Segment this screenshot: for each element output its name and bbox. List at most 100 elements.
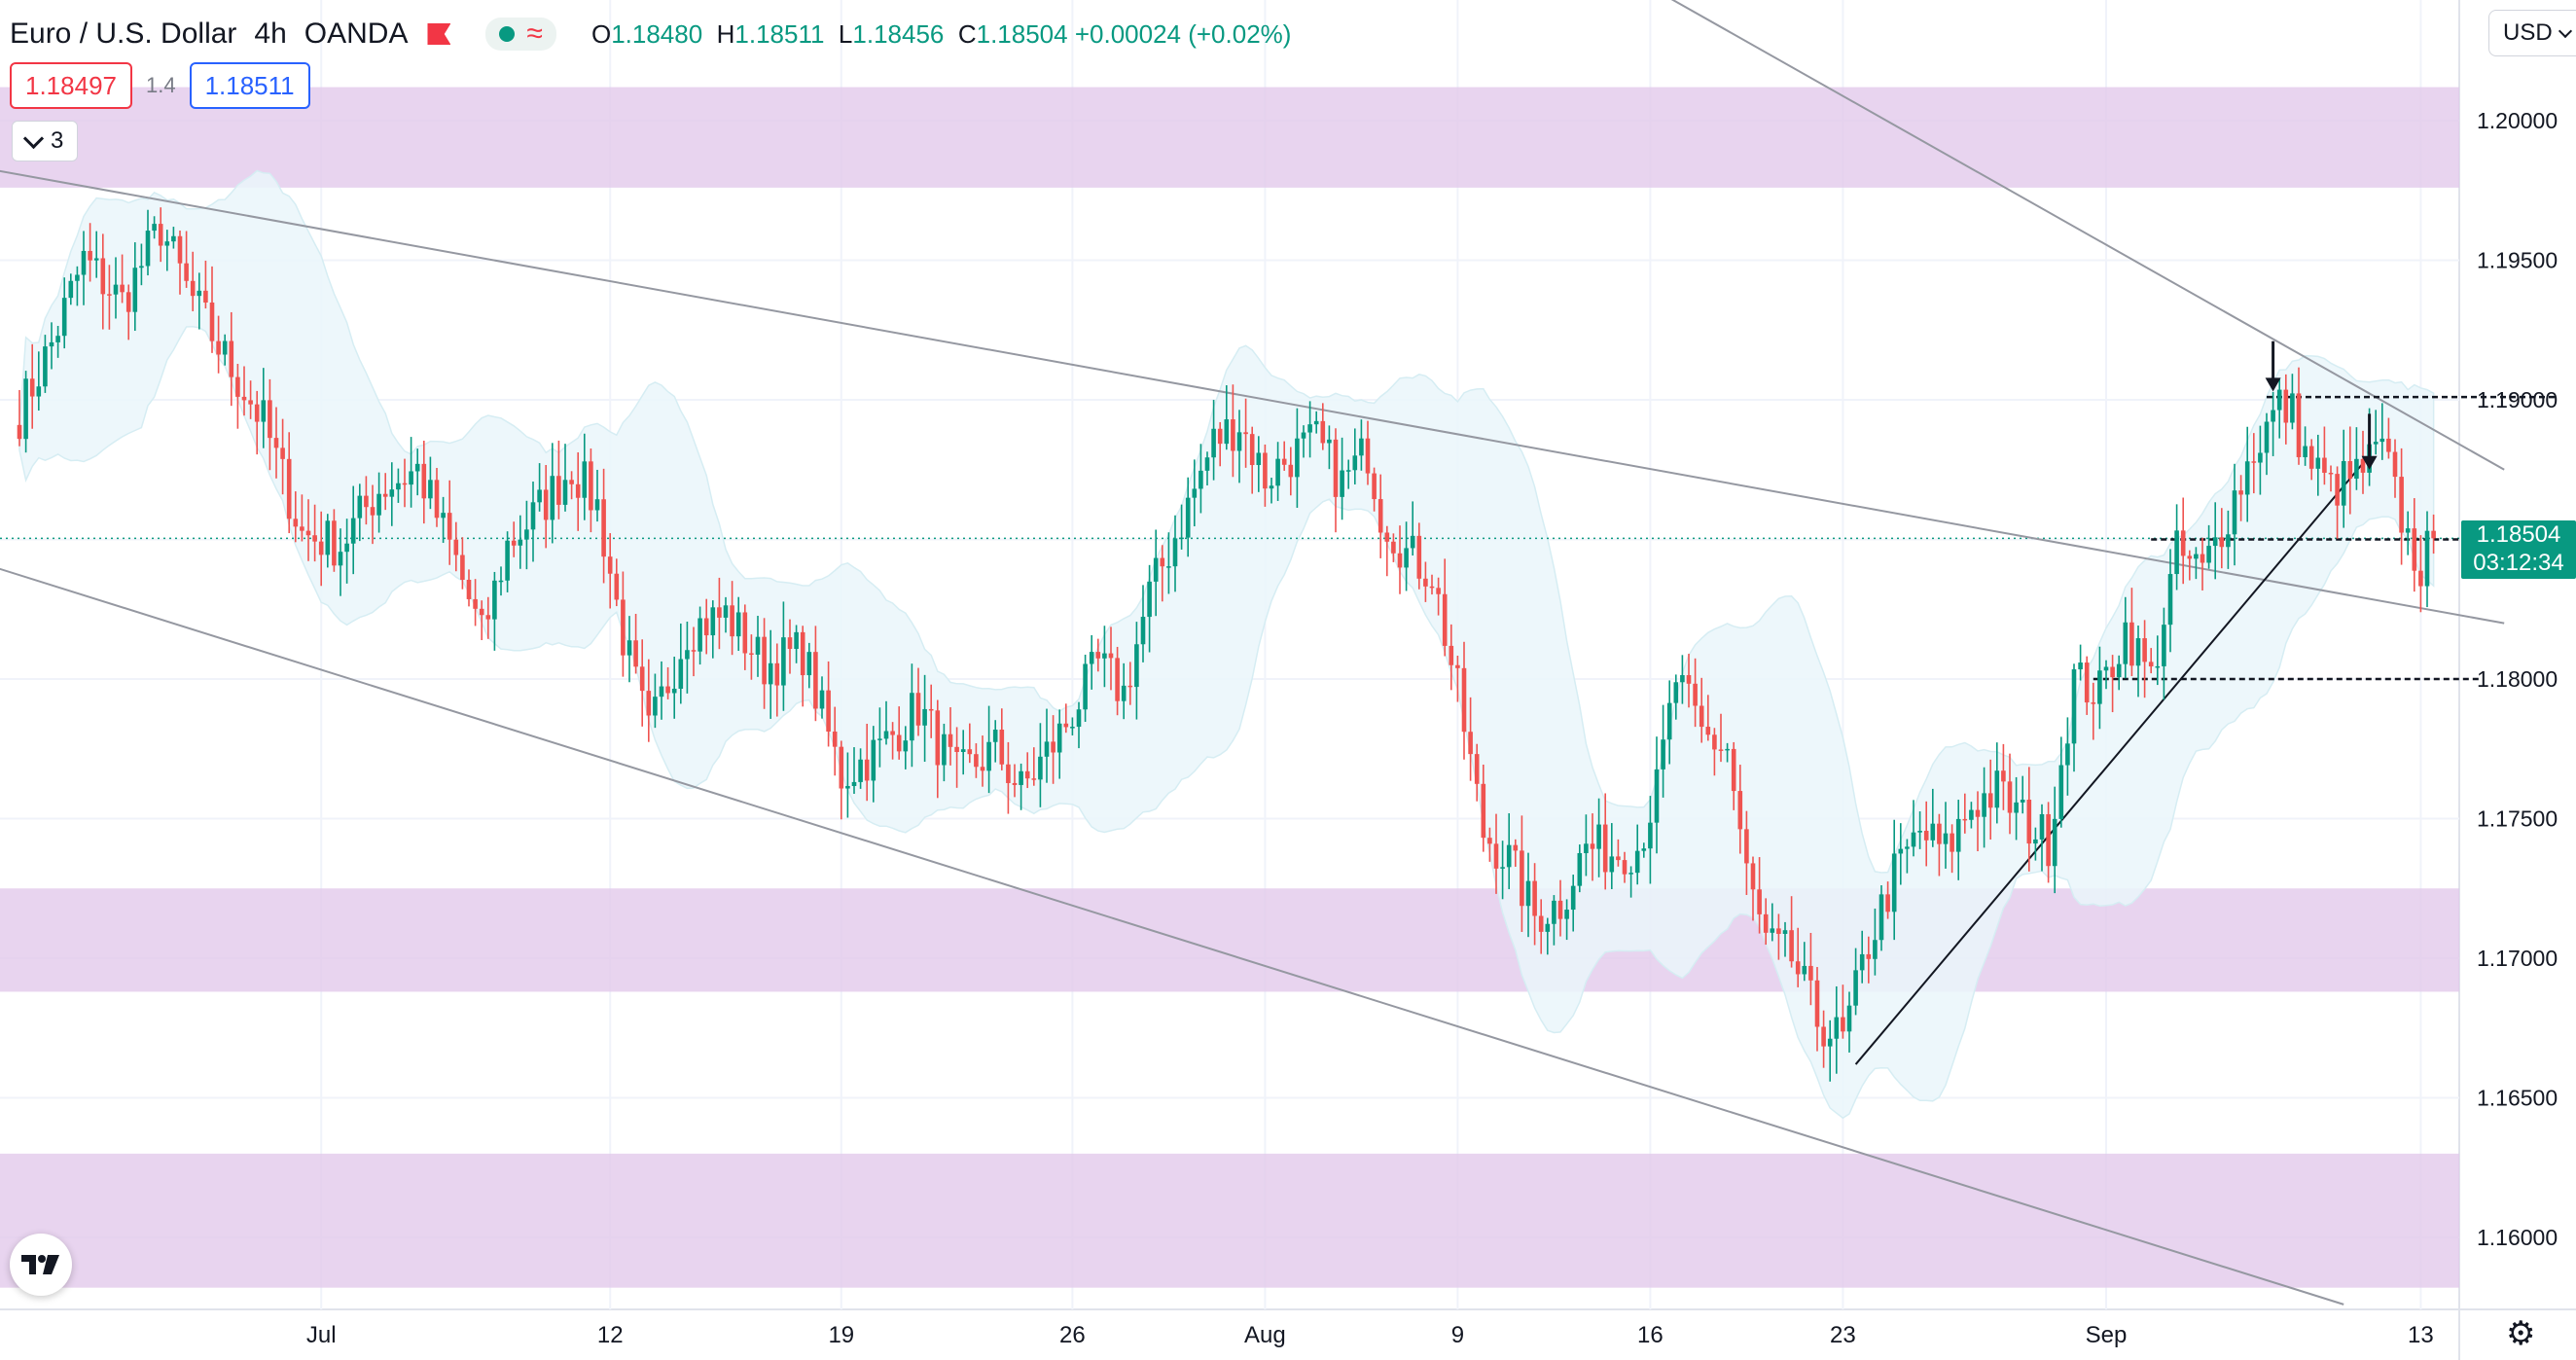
- candle-body: [575, 483, 581, 498]
- y-axis-labels: 1.200001.195001.190001.185001.180001.175…: [2477, 108, 2558, 1250]
- candle-body: [1102, 653, 1107, 659]
- candle-body: [2258, 452, 2263, 463]
- candle-body: [152, 224, 157, 232]
- candle-body: [43, 346, 48, 387]
- candle-body: [1269, 485, 1274, 489]
- high-value: 1.18511: [734, 18, 825, 49]
- candle-body: [787, 637, 793, 650]
- candle-body: [1108, 653, 1114, 659]
- candle-body: [1199, 470, 1203, 489]
- candle-body: [460, 555, 465, 580]
- arrow-head: [2265, 377, 2281, 392]
- candle-body: [139, 266, 144, 268]
- candle-body: [428, 480, 433, 499]
- candle-body: [2084, 662, 2090, 703]
- candle-body: [1827, 1038, 1833, 1047]
- market-status[interactable]: ≈: [485, 18, 556, 51]
- candle-body: [1345, 470, 1351, 472]
- candle-body: [774, 662, 780, 686]
- candle-body: [671, 688, 677, 694]
- x-tick-label: 9: [1451, 1322, 1464, 1348]
- timeframe-label[interactable]: 4h: [254, 18, 287, 50]
- candle-body: [357, 495, 363, 519]
- candle-body: [261, 400, 267, 422]
- candle-body: [1031, 778, 1037, 780]
- candle-body: [1089, 652, 1094, 664]
- candle-body: [639, 666, 645, 692]
- candle-body: [633, 640, 638, 667]
- candle-body: [2007, 781, 2013, 813]
- candle-body: [1975, 809, 1981, 817]
- candle-body: [1898, 848, 1904, 854]
- candle-body: [17, 424, 22, 440]
- gear-icon[interactable]: ⚙: [2506, 1315, 2536, 1352]
- candle-body: [1019, 770, 1023, 785]
- sell-button[interactable]: 1.18497: [10, 62, 132, 109]
- candle-body: [1076, 709, 1082, 728]
- candle-body: [158, 224, 163, 246]
- candle-body: [441, 513, 446, 519]
- chevron-down-icon: [22, 127, 45, 149]
- trade-buttons: 1.18497 1.4 1.18511: [10, 62, 310, 109]
- candle-body: [197, 290, 202, 297]
- open-label: O: [590, 18, 612, 49]
- candle-body: [935, 710, 941, 766]
- candle-body: [23, 378, 28, 440]
- indicators-toggle[interactable]: 3: [12, 121, 79, 161]
- candle-body: [1474, 754, 1480, 784]
- candle-body: [1140, 617, 1146, 645]
- candle-body: [1570, 885, 1576, 911]
- candle-body: [1866, 953, 1872, 959]
- currency-button[interactable]: USD: [2488, 10, 2576, 56]
- candle-body: [851, 781, 857, 786]
- candle-body: [1693, 683, 1698, 706]
- buy-button[interactable]: 1.18511: [189, 62, 310, 109]
- candle-body: [1673, 682, 1679, 703]
- candle-body: [1628, 873, 1633, 875]
- candle-body: [2194, 554, 2199, 559]
- candle-body: [1616, 856, 1621, 861]
- candle-body: [2226, 534, 2231, 548]
- tradingview-logo-icon[interactable]: [10, 1234, 72, 1296]
- candle-body: [1333, 439, 1339, 497]
- candle-body: [1416, 535, 1422, 579]
- candle-body: [254, 404, 260, 422]
- bollinger-band-area: [18, 169, 2435, 1120]
- candle-body: [1461, 667, 1467, 733]
- price-zone: [0, 87, 2459, 188]
- candle-body: [614, 573, 620, 600]
- source-label: OANDA: [304, 18, 409, 50]
- candle-body: [229, 340, 234, 377]
- candle-body: [1281, 458, 1287, 465]
- candle-body: [839, 746, 844, 789]
- flag-icon[interactable]: [427, 23, 450, 45]
- candle-body: [1596, 824, 1601, 849]
- candle-body: [88, 250, 92, 261]
- candle-body: [813, 652, 818, 709]
- candle-body: [1609, 856, 1615, 873]
- candle-body: [396, 483, 401, 490]
- candle-body: [1449, 645, 1454, 665]
- candle-body: [248, 400, 253, 405]
- change-value: +0.00024 (+0.02%): [1074, 18, 1292, 49]
- candle-body: [1782, 930, 1788, 934]
- candle-body: [1937, 823, 1942, 844]
- candle-body: [447, 513, 452, 540]
- candle-body: [1513, 844, 1519, 851]
- candle-body: [184, 263, 189, 281]
- candle-body: [1384, 532, 1390, 542]
- candle-body: [2328, 472, 2334, 475]
- candle-body: [903, 740, 909, 752]
- candle-body: [1391, 541, 1396, 554]
- candle-body: [1602, 824, 1608, 873]
- candle-body: [2058, 765, 2064, 819]
- chevron-down-icon: [2558, 23, 2572, 39]
- symbol-title[interactable]: Euro / U.S. Dollar: [10, 18, 237, 50]
- candle-body: [1525, 880, 1531, 907]
- candle-body: [2431, 530, 2436, 539]
- candle-body: [1763, 913, 1769, 933]
- candle-body: [421, 463, 427, 499]
- candle-body: [1506, 844, 1512, 868]
- candle-body: [273, 438, 279, 448]
